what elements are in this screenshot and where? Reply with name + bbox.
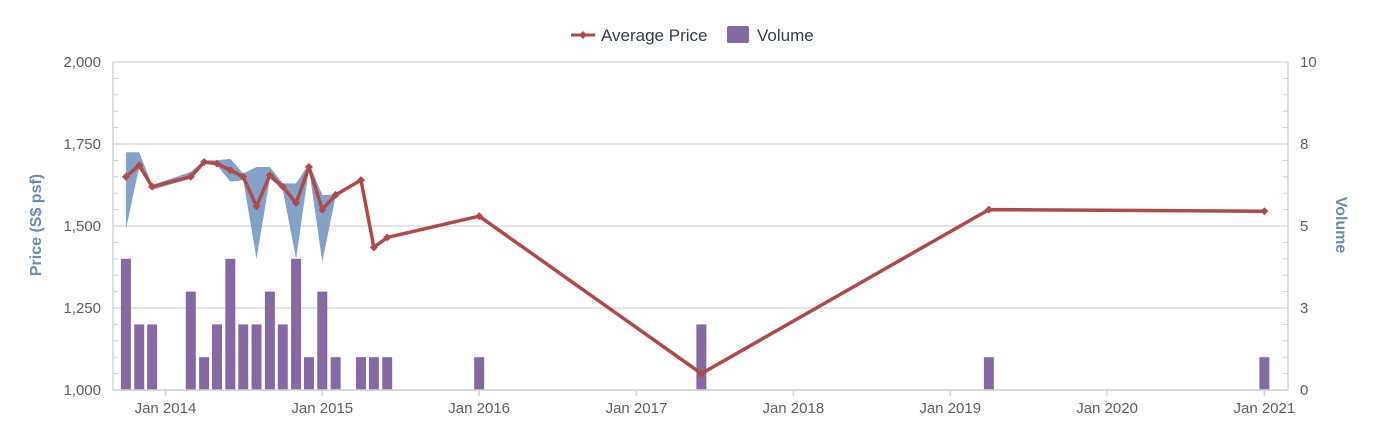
legend[interactable]: Average Price Volume: [571, 26, 814, 45]
right-tick-label: 10: [1300, 54, 1317, 71]
price-line: [121, 158, 1269, 378]
price-point[interactable]: [292, 199, 301, 208]
left-axis-title: Price (S$ psf): [28, 174, 45, 276]
right-tick-label: 5: [1300, 218, 1308, 235]
legend-price-label: Average Price: [601, 26, 707, 45]
price-point[interactable]: [304, 162, 313, 171]
left-tick-label: 1,750: [63, 136, 101, 153]
volume-bar[interactable]: [355, 357, 366, 390]
volume-bars: [120, 258, 1270, 390]
volume-bar[interactable]: [291, 258, 302, 390]
price-point[interactable]: [318, 205, 327, 214]
price-point[interactable]: [984, 205, 993, 214]
x-tick-label: Jan 2020: [1076, 400, 1138, 417]
volume-bar[interactable]: [983, 357, 994, 390]
price-point[interactable]: [331, 190, 340, 199]
volume-bar[interactable]: [382, 357, 393, 390]
x-tick-label: Jan 2014: [135, 400, 197, 417]
volume-bar[interactable]: [225, 258, 236, 390]
left-tick-label: 1,250: [63, 300, 101, 317]
price-point[interactable]: [383, 233, 392, 242]
x-tick-label: Jan 2018: [762, 400, 824, 417]
volume-bar[interactable]: [238, 324, 249, 390]
volume-bar[interactable]: [120, 258, 131, 390]
volume-bar[interactable]: [264, 291, 275, 390]
volume-bar[interactable]: [212, 324, 223, 390]
x-tick-label: Jan 2017: [606, 400, 668, 417]
price-point[interactable]: [265, 171, 274, 180]
price-point[interactable]: [278, 182, 287, 191]
price-point[interactable]: [213, 159, 222, 168]
price-point[interactable]: [1260, 207, 1269, 216]
volume-bar[interactable]: [474, 357, 485, 390]
price-point[interactable]: [186, 172, 195, 181]
right-axis-title: Volume: [1332, 197, 1349, 254]
volume-bar[interactable]: [1259, 357, 1270, 390]
volume-bar[interactable]: [317, 291, 328, 390]
volume-bar[interactable]: [185, 291, 196, 390]
x-tick-label: Jan 2015: [291, 400, 353, 417]
legend-item-price[interactable]: Average Price: [571, 26, 707, 45]
price-point[interactable]: [226, 166, 235, 175]
volume-bar[interactable]: [368, 357, 379, 390]
volume-bar[interactable]: [696, 324, 707, 390]
volume-bar[interactable]: [147, 324, 158, 390]
legend-volume-swatch-icon: [727, 26, 749, 43]
right-tick-label: 8: [1300, 136, 1308, 153]
price-point[interactable]: [135, 161, 144, 170]
price-point[interactable]: [697, 369, 706, 378]
price-point[interactable]: [239, 172, 248, 181]
volume-bar[interactable]: [134, 324, 145, 390]
volume-bar[interactable]: [303, 357, 314, 390]
price-point[interactable]: [252, 202, 261, 211]
volume-bar[interactable]: [330, 357, 341, 390]
price-point[interactable]: [369, 243, 378, 252]
x-tick-label: Jan 2019: [919, 400, 981, 417]
axes: 1,000 1,250 1,500 1,750 2,000 0 3 5 8 10 Jan 2014 J…: [63, 54, 1316, 417]
left-tick-label: 1,500: [63, 218, 101, 235]
right-tick-label: 3: [1300, 300, 1308, 317]
x-tick-label: Jan 2021: [1233, 400, 1295, 417]
left-tick-label: 2,000: [63, 54, 101, 71]
volume-bar[interactable]: [199, 357, 210, 390]
volume-bar[interactable]: [277, 324, 288, 390]
left-tick-label: 1,000: [63, 382, 101, 399]
volume-bar[interactable]: [251, 324, 262, 390]
legend-price-marker-icon: [579, 31, 587, 39]
legend-item-volume[interactable]: Volume: [727, 26, 814, 45]
legend-volume-label: Volume: [757, 26, 814, 45]
price-point[interactable]: [148, 182, 157, 191]
price-point[interactable]: [475, 212, 484, 221]
x-tick-label: Jan 2016: [448, 400, 510, 417]
right-tick-label: 0: [1300, 382, 1308, 399]
price-line-path: [124, 160, 1265, 376]
price-point[interactable]: [356, 176, 365, 185]
price-point[interactable]: [121, 172, 130, 181]
price-point[interactable]: [200, 158, 209, 167]
